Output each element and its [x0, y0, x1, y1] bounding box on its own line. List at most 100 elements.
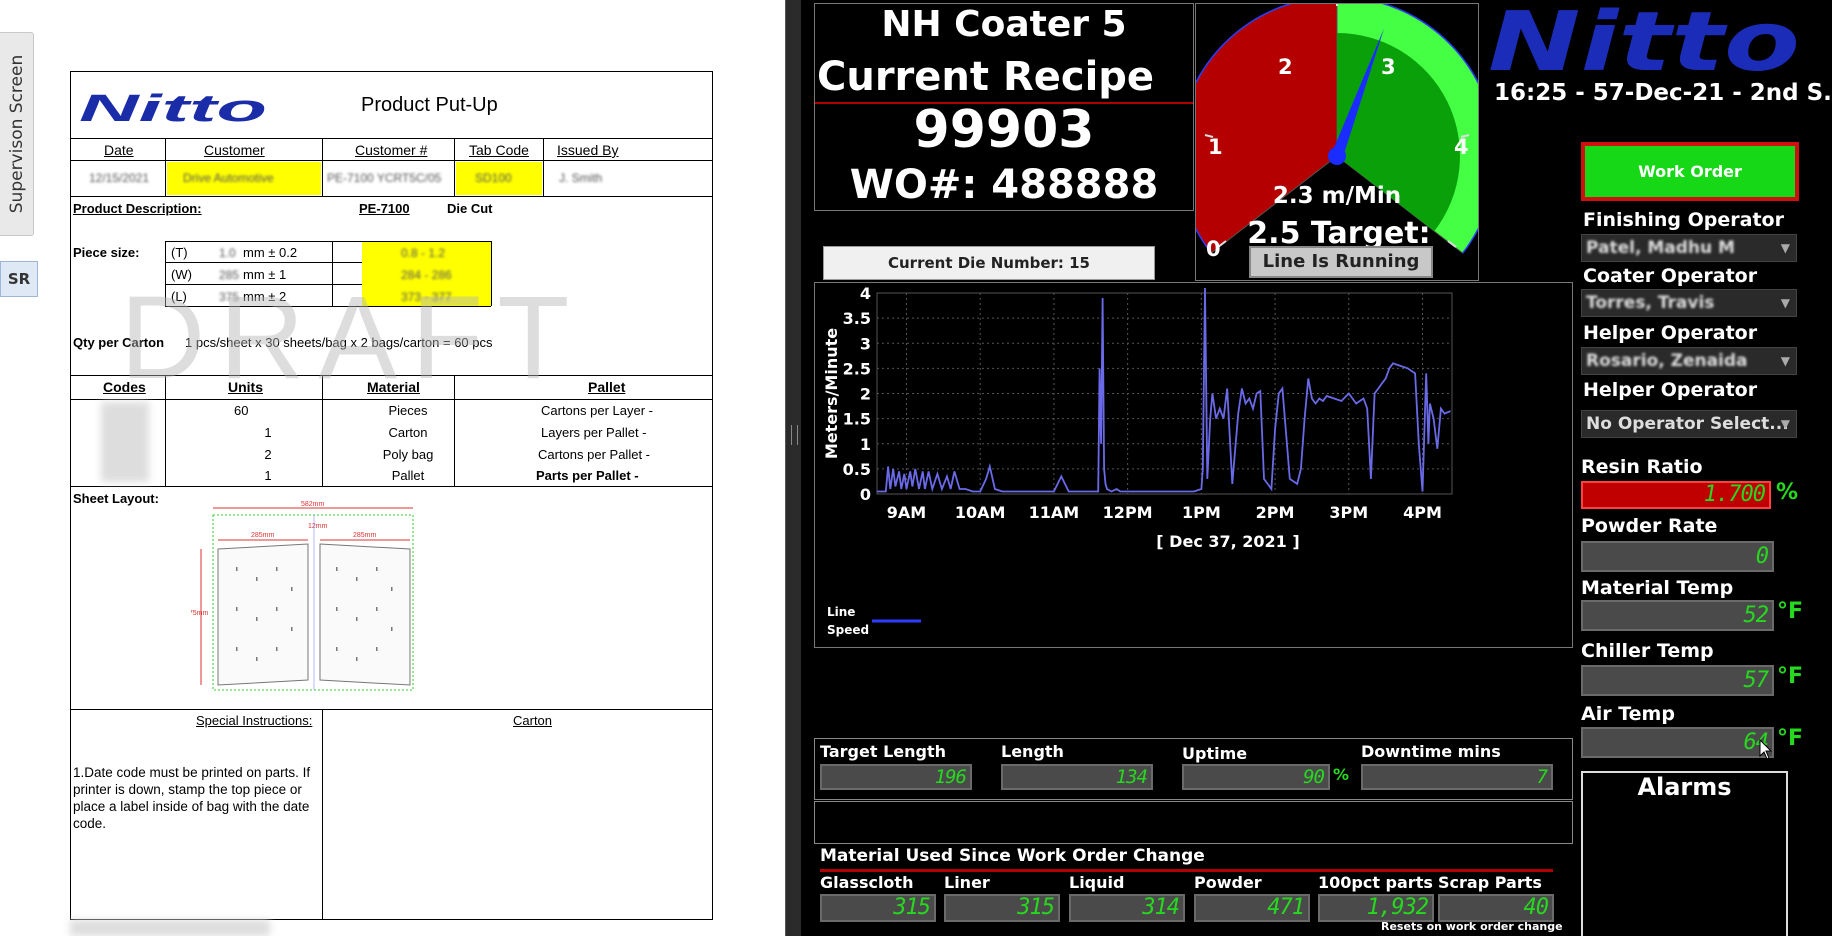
- row1-pallet: Cartons per Layer -: [541, 403, 653, 418]
- glasscloth-value: 315: [820, 894, 936, 922]
- row2-material: Carton: [388, 425, 428, 440]
- scrap-parts-label: Scrap Parts: [1438, 873, 1542, 892]
- row4-material: Pallet: [391, 468, 425, 483]
- chart-ytick-label: 0: [860, 485, 871, 504]
- speed-gauge: 0 1 2 3 4 2.3 m/Min 2.5 Target:: [1177, 0, 1497, 261]
- splitter-grip-icon[interactable]: [791, 425, 798, 445]
- recipe-panel: NH Coater 5 Current Recipe 99903 WO#: 48…: [814, 3, 1194, 211]
- col-pallet: Pallet: [588, 379, 626, 395]
- piece-tol-t: mm ± 0.2: [243, 245, 298, 260]
- datetime-shift: 16:25 - 57-Dec-21 - 2nd S...: [1494, 80, 1832, 106]
- piece-range-l: 373 - 377: [401, 290, 452, 304]
- chart-ytick-label: 1: [860, 435, 871, 454]
- customer-value: Drive Automotive: [183, 171, 274, 185]
- air-temp-value: 64: [1581, 727, 1774, 758]
- piece-size-label: Piece size:: [73, 245, 140, 260]
- chevron-down-icon: ▼: [1780, 241, 1790, 255]
- material-temp-value: 52: [1581, 600, 1774, 631]
- row1-units: 60: [234, 403, 249, 418]
- dim-total: 582mm: [301, 501, 325, 508]
- svg-text:Nitto: Nitto: [1488, 0, 1800, 80]
- gauge-tick-2: 2: [1278, 55, 1293, 79]
- chart-xlabel: [ Dec 37, 2021 ]: [1156, 532, 1299, 551]
- document-footer-blurred: [70, 920, 270, 936]
- chevron-down-icon: ▼: [1780, 296, 1790, 310]
- helper-operator-2-label: Helper Operator: [1583, 379, 1758, 401]
- splitter-bar[interactable]: [785, 0, 802, 936]
- special-instructions-label: Special Instructions:: [196, 713, 313, 728]
- piece-dim-l: (L): [171, 289, 187, 304]
- supervision-screen-tab[interactable]: Supervison Screen: [0, 32, 34, 236]
- col-date: Date: [104, 142, 134, 158]
- sr-button[interactable]: SR: [0, 261, 38, 297]
- col-issued-by: Issued By: [557, 142, 619, 158]
- liner-label: Liner: [944, 873, 990, 892]
- nitto-logo-hmi: Nitto: [1488, 0, 1800, 80]
- piece-range-t: 0.8 - 1.2: [401, 246, 446, 260]
- row2-pallet: Layers per Pallet -: [541, 425, 647, 440]
- glasscloth-label: Glasscloth: [820, 873, 914, 892]
- col-material: Material: [367, 379, 420, 395]
- supervision-screen-tab-label: Supervison Screen: [6, 54, 27, 214]
- carton-label: Carton: [513, 713, 553, 728]
- message-bar: [814, 801, 1573, 844]
- recipe-value: 99903: [913, 100, 1095, 160]
- mouse-cursor-icon: [1759, 739, 1773, 760]
- uptime-unit: %: [1333, 765, 1350, 784]
- piece-value-w: 285: [219, 268, 240, 282]
- air-temp-unit: °F: [1777, 726, 1804, 751]
- chart-xtick-label: 9AM: [887, 503, 926, 522]
- alarms-title: Alarms: [1637, 773, 1732, 801]
- work-order-button[interactable]: Work Order: [1585, 146, 1795, 197]
- chevron-down-icon: ▼: [1780, 354, 1790, 368]
- tab-code-value: SD100: [475, 171, 512, 185]
- chart-xtick-label: 2PM: [1256, 503, 1295, 522]
- gauge-needle: [1328, 28, 1385, 165]
- material-temp-label: Material Temp: [1581, 577, 1734, 599]
- row4-units: 1: [264, 468, 272, 483]
- resin-ratio-unit: %: [1776, 480, 1799, 505]
- document-viewer: Supervison Screen SR Nitto Product Put-U…: [0, 0, 786, 936]
- alarms-panel: Alarms: [1581, 771, 1788, 936]
- col-customer: Customer: [204, 142, 265, 158]
- good-parts-value: 1,932: [1318, 894, 1434, 922]
- row3-pallet: Cartons per Pallet -: [538, 447, 650, 462]
- finishing-operator-label: Finishing Operator: [1583, 209, 1784, 231]
- product-description-label: Product Description:: [73, 201, 202, 216]
- piece-dim-w: (W): [171, 267, 192, 282]
- powder-label: Powder: [1194, 873, 1262, 892]
- helper-operator-1-select[interactable]: Rosario, Zenaida ▼: [1581, 347, 1797, 375]
- gauge-target-text: 2.5 Target:: [1247, 216, 1430, 251]
- chiller-temp-unit: °F: [1777, 664, 1804, 689]
- chart-xtick-label: 4PM: [1403, 503, 1442, 522]
- powder-rate-value: 0: [1581, 541, 1774, 572]
- date-value: 12/15/2021: [89, 171, 150, 185]
- chart-ytick-label: 3.5: [843, 309, 871, 328]
- length-label: Length: [1001, 742, 1064, 761]
- target-length-value: 196: [820, 764, 972, 790]
- work-order-number: WO#: 488888: [849, 162, 1159, 208]
- uptime-label: Uptime: [1182, 744, 1248, 763]
- chart-xtick-label: 11AM: [1029, 503, 1080, 522]
- dim-gap: 12mm: [308, 523, 328, 530]
- chart-xtick-label: 10AM: [955, 503, 1006, 522]
- helper-operator-2-select[interactable]: No Operator Select... ▼: [1581, 410, 1797, 438]
- uptime-value: 90: [1182, 764, 1330, 790]
- product-put-up-sheet: Nitto Product Put-Up Date Customer Custo…: [70, 71, 713, 920]
- liquid-value: 314: [1069, 894, 1185, 922]
- gauge-tick-0: 0: [1206, 237, 1221, 261]
- resets-note: Resets on work order change: [1381, 920, 1563, 933]
- length-value: 134: [1001, 764, 1153, 790]
- downtime-label: Downtime mins: [1361, 742, 1501, 761]
- target-length-label: Target Length: [820, 742, 946, 761]
- piece-value-l: 375: [219, 290, 240, 304]
- finishing-operator-select[interactable]: Patel, Madhu M ▼: [1581, 234, 1797, 262]
- recipe-label: Current Recipe: [817, 54, 1155, 100]
- chart-ytick-label: 3: [860, 334, 871, 353]
- line-speed-chart: 0 0.5 1 1.5 2 2.5 3 3.5 4 9AM 10AM 11AM 12PM 1PM 2PM 3P…: [822, 284, 1453, 637]
- line-speed-chart-panel: 0 0.5 1 1.5 2 2.5 3 3.5 4 9AM 10AM 11AM 12PM 1PM 2PM 3P…: [814, 282, 1573, 648]
- line-status: Line Is Running: [1249, 246, 1433, 278]
- coater-operator-select[interactable]: Torres, Travis ▼: [1581, 289, 1797, 317]
- material-temp-unit: °F: [1777, 599, 1804, 624]
